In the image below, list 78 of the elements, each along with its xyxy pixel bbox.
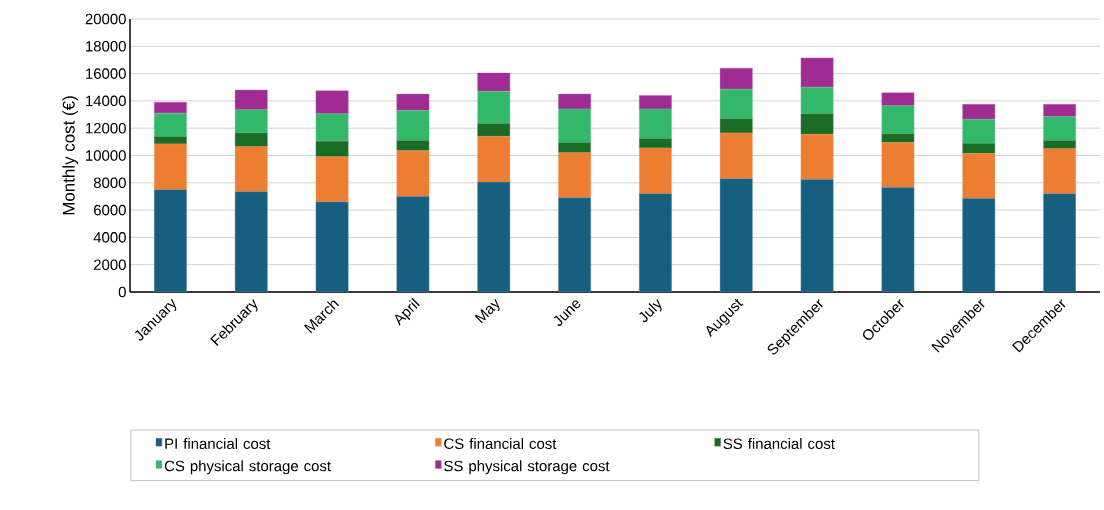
bar	[234, 191, 268, 292]
bar	[881, 187, 915, 292]
bar	[396, 93, 430, 111]
bar	[719, 118, 753, 134]
bar	[1043, 193, 1076, 292]
bar	[234, 132, 268, 147]
bar	[558, 197, 591, 292]
bar	[315, 140, 349, 158]
bar	[800, 134, 834, 180]
bar	[719, 67, 753, 90]
bar	[962, 143, 996, 154]
y-tick-label: 12000	[86, 122, 126, 134]
y-tick-label: 6000	[94, 204, 126, 216]
bar	[800, 57, 834, 88]
legend-label: SS physical storage cost	[444, 460, 610, 475]
bar	[396, 196, 430, 292]
y-tick-label: 16000	[86, 68, 126, 79]
bar	[1043, 116, 1076, 141]
bar	[719, 89, 753, 119]
x-tick-label: July	[639, 299, 662, 323]
bar	[962, 104, 996, 120]
x-tick-label: May	[474, 298, 500, 324]
y-tick-label: 18000	[86, 41, 126, 52]
bar	[962, 198, 996, 292]
bar	[154, 143, 187, 190]
bar	[154, 189, 187, 292]
bar	[639, 193, 672, 292]
bar	[477, 123, 511, 137]
legend-label: CS physical storage cost	[164, 460, 331, 475]
y-tick-label: 8000	[93, 177, 126, 189]
bar	[154, 102, 187, 114]
bar	[558, 108, 591, 143]
legend-label: CS financial cost	[444, 438, 557, 450]
bar	[881, 105, 915, 134]
bar	[800, 87, 834, 115]
bar	[800, 179, 834, 292]
bar	[396, 150, 430, 197]
bar	[315, 90, 349, 115]
bar	[800, 113, 834, 135]
bar	[719, 178, 753, 292]
bar	[639, 138, 672, 149]
bar	[315, 113, 349, 142]
bar	[719, 132, 753, 179]
bar	[881, 133, 915, 143]
bar	[1043, 140, 1076, 149]
bar	[477, 91, 511, 124]
y-tick-label: 20000	[85, 13, 126, 25]
bar	[477, 136, 511, 183]
y-tick-label: 14000	[86, 95, 126, 107]
bar	[1043, 104, 1076, 117]
bar	[234, 109, 268, 134]
legend-label: SS financial cost	[723, 438, 835, 450]
y-tick-label: 0	[118, 286, 126, 298]
y-axis-title: Monthly cost (€)	[62, 96, 79, 215]
bar	[962, 153, 996, 199]
bar	[881, 92, 915, 106]
bar	[558, 93, 591, 110]
bar	[154, 112, 187, 137]
bar	[234, 89, 268, 110]
bar	[477, 72, 511, 92]
bar	[396, 140, 430, 151]
bar	[234, 146, 268, 192]
bar	[315, 156, 349, 203]
bar	[639, 95, 672, 110]
bar	[315, 201, 349, 292]
bar	[477, 181, 511, 292]
bar	[639, 108, 672, 139]
y-tick-label: 4000	[93, 232, 126, 243]
bar	[639, 147, 672, 194]
bar	[1043, 148, 1076, 194]
bar	[558, 142, 591, 153]
bar	[396, 110, 430, 141]
bar	[881, 142, 915, 188]
bar	[962, 119, 996, 144]
y-tick-label: 2000	[93, 259, 126, 270]
bar	[558, 152, 591, 199]
y-tick-label: 10000	[86, 150, 126, 161]
legend-label: PI financial cost	[165, 438, 271, 450]
